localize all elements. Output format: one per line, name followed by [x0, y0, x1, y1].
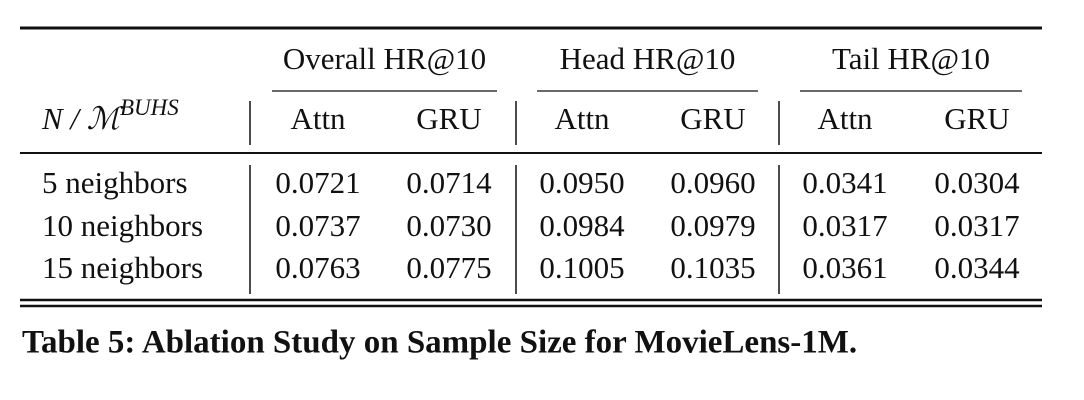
- cell: 0.1005: [539, 250, 624, 285]
- cell: 0.0763: [275, 250, 360, 285]
- caption: Table 5: Ablation Study on Sample Size f…: [22, 325, 857, 361]
- corner-base: N / ℳ: [41, 101, 124, 136]
- subheader: Attn: [290, 101, 346, 136]
- group-header: Head HR@10: [560, 41, 736, 76]
- cell: 0.0737: [275, 208, 360, 243]
- row-label: 10 neighbors: [42, 208, 203, 243]
- cell: 0.0344: [934, 250, 1020, 285]
- subheader: GRU: [680, 101, 745, 136]
- cell: 0.0979: [670, 208, 755, 243]
- cell: 0.0304: [934, 165, 1020, 200]
- cell: 0.0950: [539, 165, 624, 200]
- subheader: Attn: [817, 101, 873, 136]
- cell: 0.0730: [406, 208, 491, 243]
- cell: 0.0775: [406, 250, 491, 285]
- subheader: Attn: [554, 101, 610, 136]
- subheader: GRU: [944, 101, 1009, 136]
- cell: 0.0960: [670, 165, 755, 200]
- cell: 0.0361: [802, 250, 887, 285]
- cell: 0.0714: [406, 165, 492, 200]
- cell: 0.1035: [670, 250, 755, 285]
- corner-label: N / ℳBUHS: [41, 95, 179, 136]
- cell: 0.0317: [802, 208, 887, 243]
- cell: 0.0984: [539, 208, 625, 243]
- subheader: GRU: [416, 101, 481, 136]
- group-header: Tail HR@10: [832, 41, 990, 76]
- cell: 0.0341: [802, 165, 887, 200]
- row-label: 5 neighbors: [42, 165, 188, 200]
- corner-sup: BUHS: [120, 95, 179, 120]
- cell: 0.0721: [275, 165, 360, 200]
- row-label: 15 neighbors: [42, 250, 203, 285]
- cell: 0.0317: [934, 208, 1019, 243]
- group-header: Overall HR@10: [283, 41, 486, 76]
